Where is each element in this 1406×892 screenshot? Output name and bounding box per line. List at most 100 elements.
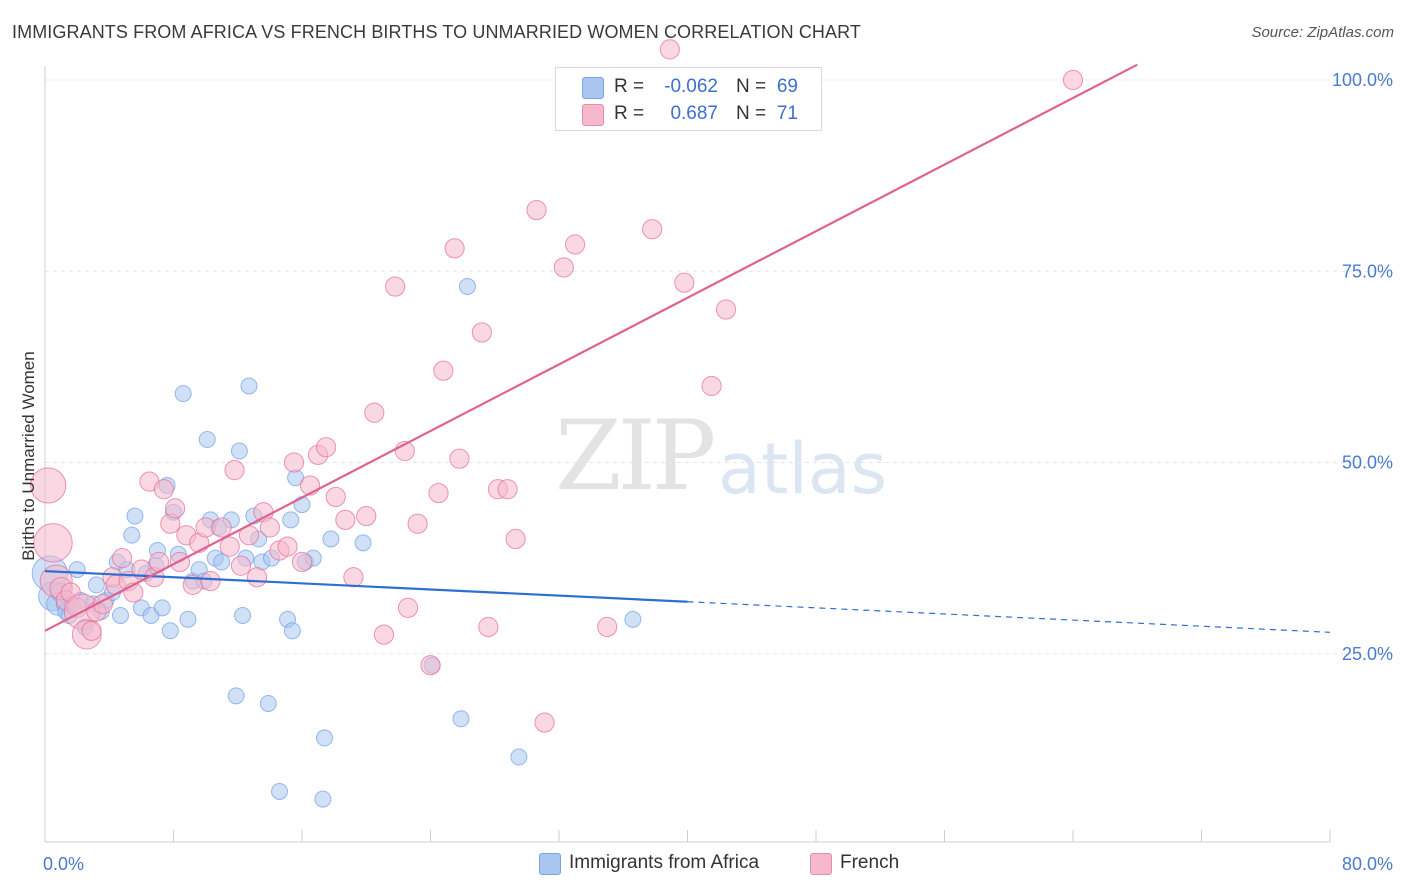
data-point	[510, 748, 528, 766]
data-point	[564, 234, 586, 255]
data-point	[356, 505, 377, 527]
data-point	[153, 599, 171, 617]
legend-r-value: 0.687	[670, 103, 718, 124]
data-point	[659, 39, 680, 60]
series-french	[30, 39, 1084, 733]
legend-n-value: 69	[776, 76, 798, 97]
data-point	[343, 567, 364, 588]
x-tick-label: 0.0%	[43, 854, 84, 874]
legend-n-label: N =	[736, 103, 767, 124]
data-point	[153, 479, 174, 500]
data-point	[553, 257, 574, 278]
data-point	[385, 276, 406, 297]
data-point	[87, 576, 105, 594]
data-point	[407, 513, 428, 534]
data-point	[315, 729, 333, 747]
data-point	[325, 486, 346, 508]
y-axis-label: Births to Unmarried Women	[19, 351, 38, 560]
data-point	[364, 402, 385, 423]
axes	[44, 66, 1331, 843]
legend-swatch-africa	[539, 853, 561, 875]
data-point	[230, 442, 248, 460]
data-point	[283, 452, 305, 473]
y-tick-label: 50.0%	[1342, 453, 1393, 473]
data-point	[597, 616, 618, 638]
data-point	[478, 616, 499, 638]
tick-labels: 25.0% 50.0% 75.0% 100.0% 0.0% 80.0%	[43, 70, 1393, 874]
data-point	[291, 551, 313, 573]
data-point	[526, 199, 547, 221]
data-point	[277, 536, 298, 557]
data-point	[534, 712, 555, 733]
data-point	[1062, 69, 1084, 91]
chart-title: IMMIGRANTS FROM AFRICA VS FRENCH BIRTHS …	[12, 22, 861, 42]
watermark-zip: ZIP	[555, 400, 716, 512]
data-point	[230, 555, 252, 576]
legend-n-value: 71	[776, 103, 798, 124]
source-credit: Source: ZipAtlas.com	[1251, 24, 1394, 41]
legend-swatch-africa	[582, 77, 604, 99]
data-point	[428, 483, 449, 504]
data-point	[111, 607, 129, 624]
series-legend: Immigrants from Africa French	[0, 852, 1406, 878]
data-point	[497, 479, 518, 500]
data-point	[458, 278, 476, 296]
data-point	[420, 655, 441, 676]
data-point	[701, 375, 722, 397]
legend-r-value: -0.062	[664, 76, 718, 97]
legend-n-label: N =	[736, 76, 767, 97]
data-point	[33, 523, 73, 563]
data-point	[161, 622, 179, 640]
data-point	[449, 448, 470, 469]
legend-label-french: French	[840, 852, 900, 873]
legend-swatch-french	[582, 104, 604, 126]
y-tick-label: 25.0%	[1342, 644, 1393, 664]
data-point	[282, 511, 300, 529]
data-point	[198, 431, 216, 449]
data-point	[322, 530, 340, 548]
y-tick-label: 75.0%	[1342, 261, 1393, 281]
data-point	[271, 782, 289, 800]
watermark-atlas: atlas	[718, 428, 888, 510]
data-point	[299, 475, 321, 496]
y-tick-label: 100.0%	[1332, 70, 1393, 90]
data-point	[283, 622, 301, 640]
data-point	[624, 610, 642, 628]
data-point	[246, 567, 268, 588]
data-point	[123, 526, 141, 544]
data-point	[30, 467, 67, 504]
data-point	[433, 360, 454, 381]
data-point	[259, 517, 280, 538]
data-point	[174, 385, 192, 403]
data-point	[444, 238, 465, 259]
data-point	[314, 790, 332, 808]
data-point	[452, 710, 470, 728]
legend-r-label: R =	[614, 103, 645, 124]
data-point	[354, 534, 372, 552]
data-point	[179, 610, 197, 628]
data-point	[219, 536, 240, 557]
legend-label-africa: Immigrants from Africa	[569, 852, 760, 873]
legend-swatch-french	[810, 853, 832, 875]
data-point	[373, 624, 395, 645]
data-point	[81, 620, 102, 641]
legend-row-africa: R = -0.062 N = 69	[556, 74, 821, 100]
data-point	[471, 322, 492, 343]
data-point	[259, 694, 277, 712]
data-point	[112, 548, 133, 569]
data-point	[315, 437, 337, 458]
data-point	[335, 509, 356, 530]
trend-lines	[44, 63, 1331, 633]
data-point	[126, 507, 144, 525]
data-point	[397, 597, 419, 618]
trend-line-french	[44, 63, 1138, 632]
data-point	[505, 528, 526, 550]
legend-r-label: R =	[614, 76, 645, 97]
trend-line-africa-extension	[687, 601, 1331, 633]
data-point	[211, 517, 232, 538]
data-point	[227, 687, 245, 705]
data-point	[234, 607, 252, 624]
data-point	[240, 377, 258, 395]
data-point	[213, 553, 231, 571]
